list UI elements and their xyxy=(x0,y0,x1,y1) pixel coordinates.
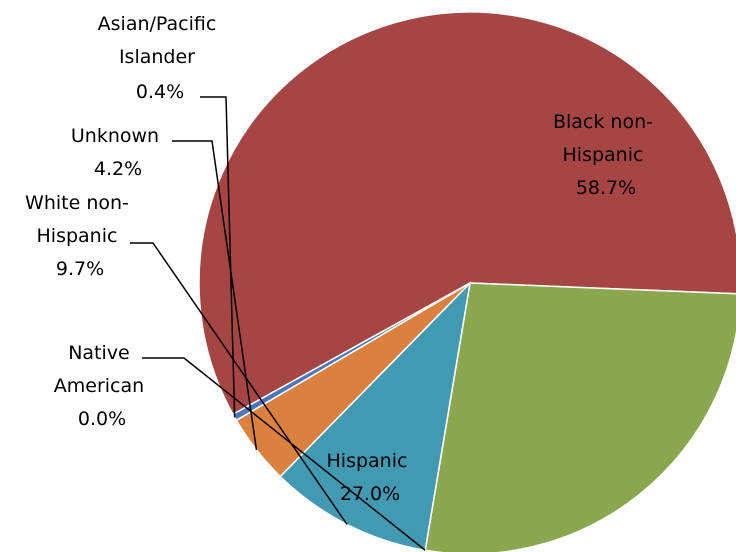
label-hispanic: Hispanic 27.0% xyxy=(327,450,414,505)
slice-hispanic xyxy=(424,282,736,552)
label-asian-pacific-islander: Asian/Pacific Islander 0.4% xyxy=(98,13,223,103)
label-black-non-hispanic: Black non- Hispanic 58.7% xyxy=(553,111,659,199)
leader-line xyxy=(172,140,258,450)
pie-slices xyxy=(198,11,736,552)
label-unknown: Unknown 4.2% xyxy=(71,125,165,180)
slice-black-non-hispanic xyxy=(198,11,736,416)
leader-lines xyxy=(130,96,426,551)
leader-line xyxy=(130,242,348,525)
label-native-american: Native American 0.0% xyxy=(54,342,150,430)
leader-line xyxy=(142,357,426,551)
label-white-non-hispanic: White non- Hispanic 9.7% xyxy=(25,192,135,280)
leader-line xyxy=(200,96,236,418)
